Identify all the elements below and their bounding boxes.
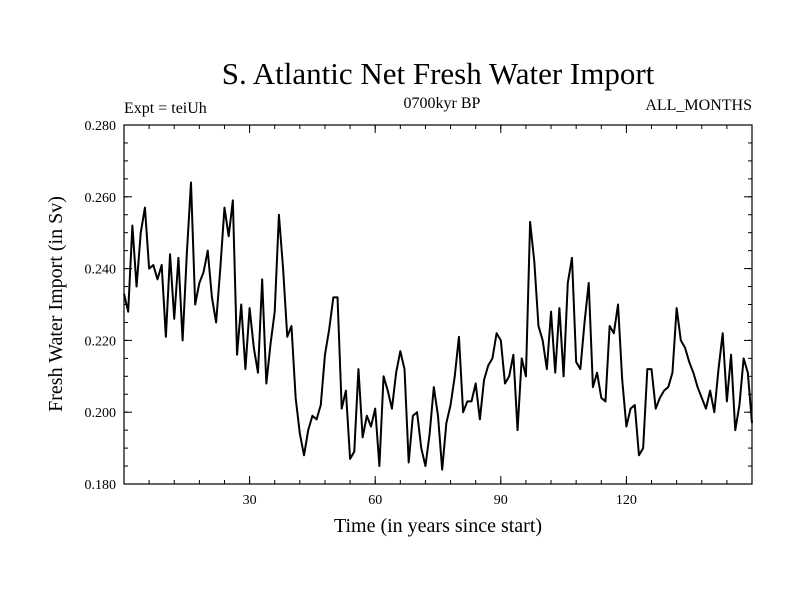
y-tick-label: 0.200 [85, 406, 117, 421]
x-tick-label: 90 [494, 493, 508, 508]
x-tick-label: 60 [368, 493, 382, 508]
y-tick-labels: 0.180 0.200 0.220 0.240 0.260 0.280 [85, 119, 117, 493]
y-tick-label: 0.260 [85, 191, 117, 206]
y-tick-label: 0.180 [85, 478, 117, 493]
months-label: ALL_MONTHS [645, 97, 752, 114]
experiment-label: Expt = teiUh [124, 100, 207, 117]
x-tick-labels: 30 60 90 120 [243, 493, 637, 508]
time-period-label: 0700kyr BP [404, 95, 481, 112]
y-tick-label: 0.220 [85, 334, 117, 349]
x-tick-label: 30 [243, 493, 257, 508]
y-tick-label: 0.240 [85, 263, 117, 278]
chart-title: S. Atlantic Net Fresh Water Import [222, 56, 655, 91]
x-tick-label: 120 [616, 493, 637, 508]
y-axis-label: Fresh Water Import (in Sv) [45, 196, 67, 412]
y-tick-label: 0.280 [85, 119, 117, 134]
x-axis-label: Time (in years since start) [334, 515, 542, 537]
series-line-fresh-water-import [123, 181, 753, 471]
